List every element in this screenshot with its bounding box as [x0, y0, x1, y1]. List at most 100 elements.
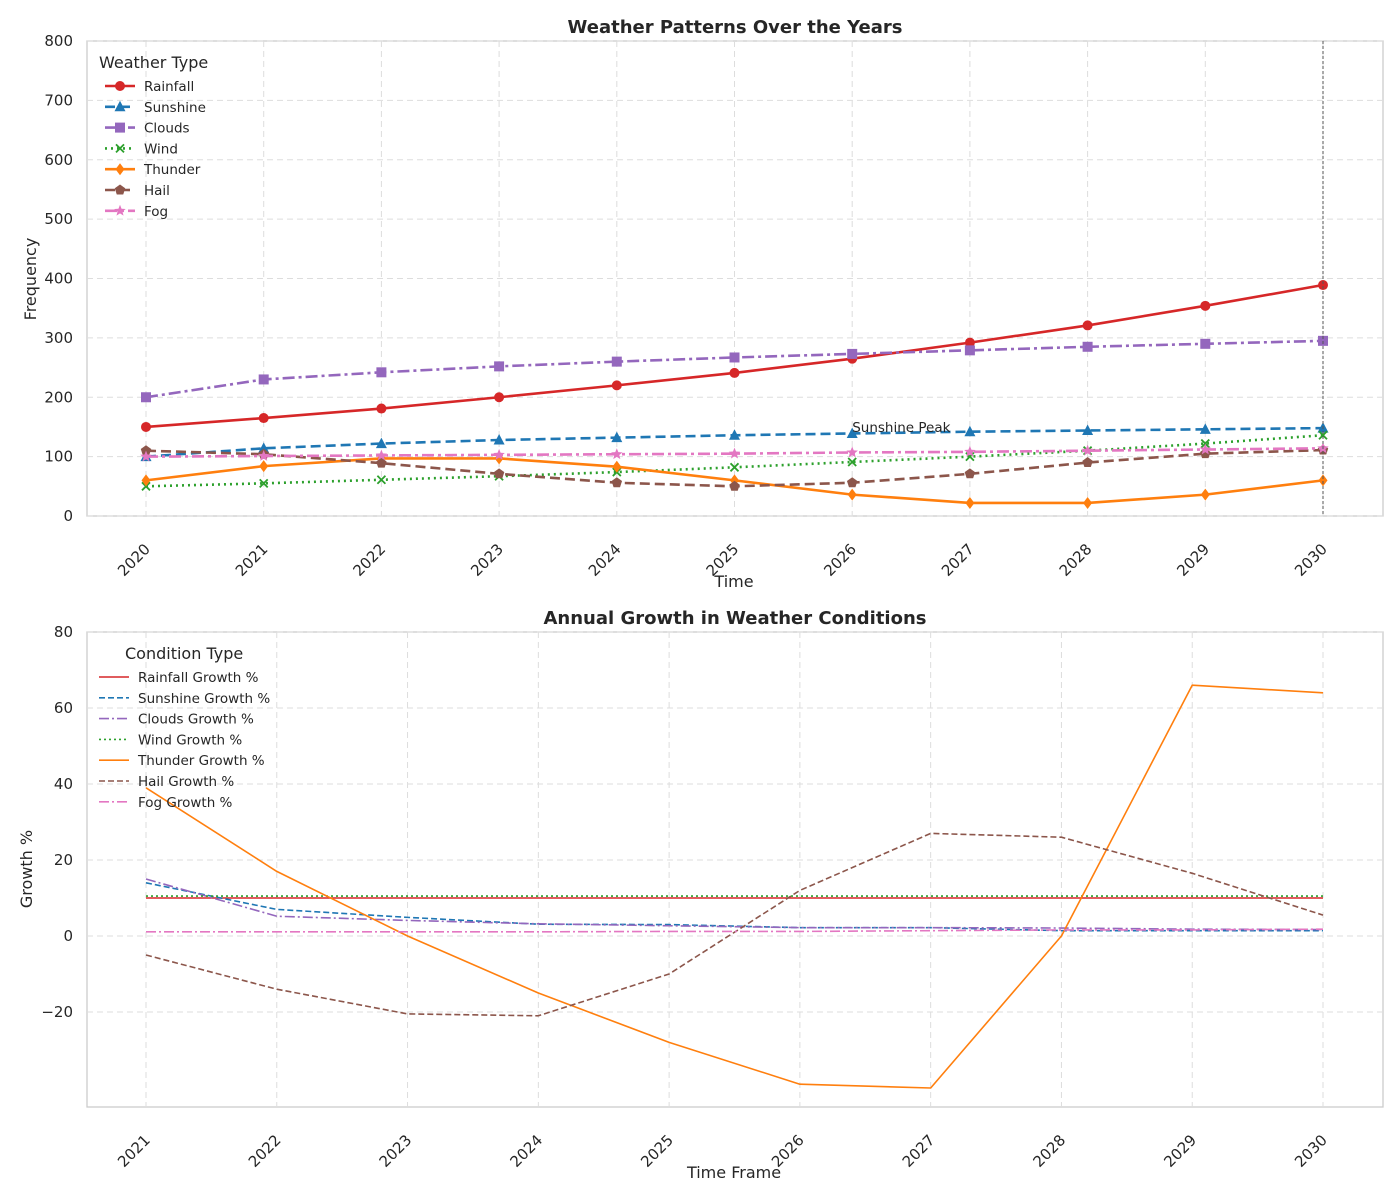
series-thunder-growth	[145, 684, 1324, 1089]
data-point	[729, 462, 740, 472]
series-line-thunder-growth	[145, 684, 1324, 1089]
data-point	[257, 450, 270, 461]
legend-label: Hail Growth %	[138, 774, 234, 790]
data-point	[493, 468, 505, 479]
legend-label: Wind Growth %	[138, 732, 242, 748]
y-tick-label: −20	[41, 1003, 73, 1021]
data-point	[964, 468, 976, 479]
data-point	[375, 437, 387, 449]
data-point	[847, 488, 857, 501]
data-point	[141, 392, 151, 403]
legend-label: Wind	[144, 141, 178, 157]
data-point	[1200, 488, 1210, 501]
legend-item-rainfall: Rainfall	[105, 79, 194, 95]
legend-item-clouds: Clouds	[105, 121, 190, 137]
x-tick-label: 2022	[349, 540, 389, 580]
data-point	[1083, 496, 1093, 509]
legend-label: Fog	[144, 204, 168, 220]
x-tick-label: 2028	[1030, 1131, 1070, 1171]
x-tick-label: 2026	[768, 1131, 808, 1171]
x-axis-label: Time	[713, 572, 753, 591]
y-tick-label: 0	[63, 927, 73, 945]
series-hail-growth	[145, 832, 1324, 1017]
data-point	[141, 474, 151, 487]
legend-marker	[115, 122, 125, 133]
data-point	[964, 337, 975, 348]
legend-label: Clouds Growth %	[138, 712, 254, 728]
data-point	[1200, 338, 1211, 349]
data-point	[612, 460, 622, 473]
data-point	[493, 448, 505, 460]
y-tick-label: 300	[44, 329, 73, 347]
x-tick-label: 2020	[114, 540, 154, 580]
series-line-hail-growth	[145, 832, 1324, 1017]
legend-title: Condition Type	[125, 644, 243, 663]
y-tick-label: 600	[44, 151, 73, 169]
series-clouds-growth	[145, 878, 1324, 931]
data-point	[611, 448, 623, 460]
data-point	[728, 447, 741, 459]
legend: Condition Type Rainfall Growth % Sunshine …	[99, 644, 270, 811]
data-point	[611, 477, 623, 488]
legend-item-sunshine: Sunshine	[105, 100, 206, 116]
series-fog-growth	[146, 928, 1324, 933]
series-clouds	[141, 335, 1328, 403]
grid	[86, 631, 1384, 1108]
x-tick-label: 2025	[637, 1131, 677, 1171]
data-point	[846, 446, 858, 458]
data-point	[611, 431, 623, 443]
data-point	[376, 367, 387, 378]
data-point	[729, 367, 740, 378]
series-line-sunshine-growth	[145, 882, 1323, 932]
x-tick-label: 2026	[820, 540, 860, 580]
data-point	[141, 421, 151, 432]
y-tick-label: 0	[63, 507, 73, 525]
y-tick-label: 200	[44, 388, 73, 406]
x-tick-label: 2023	[467, 540, 507, 580]
data-point	[965, 496, 975, 509]
data-point	[376, 457, 387, 468]
x-axis-label: Time Frame	[686, 1163, 781, 1182]
data-point	[494, 392, 505, 403]
data-point	[259, 478, 269, 488]
data-point	[1318, 280, 1328, 291]
data-point	[846, 427, 858, 438]
legend-label: Fog Growth %	[138, 795, 233, 811]
data-point	[611, 380, 622, 391]
series-group	[145, 684, 1324, 1089]
data-point	[140, 450, 152, 462]
tick-labels: 0 100 200 300 400 500 600 700 800 2020 2021 2022 202…	[44, 32, 1330, 580]
y-axis-label: Growth %	[17, 830, 36, 908]
data-point	[375, 449, 388, 461]
x-tick-label: 2021	[232, 540, 272, 580]
data-point	[258, 374, 269, 385]
y-tick-label: 500	[44, 210, 73, 228]
y-tick-label: 80	[54, 623, 73, 641]
data-point	[729, 352, 740, 363]
plot-frame	[86, 631, 1384, 1108]
data-point	[1082, 457, 1093, 468]
series-sunshine-growth	[145, 882, 1323, 932]
series-thunder	[141, 452, 1328, 509]
data-point	[258, 413, 269, 424]
data-point	[611, 356, 622, 367]
data-point	[1082, 424, 1094, 435]
legend-item-clouds-growth: Clouds Growth %	[99, 712, 254, 728]
data-point	[1199, 443, 1212, 455]
data-point	[140, 445, 152, 456]
data-point	[376, 403, 387, 414]
x-tick-label: 2024	[506, 1131, 546, 1171]
data-point	[729, 480, 740, 491]
legend-item-hail-growth: Hail Growth %	[99, 774, 234, 790]
data-point	[846, 477, 858, 488]
legend-marker	[115, 143, 125, 154]
data-point	[964, 425, 976, 437]
y-tick-label: 60	[54, 699, 73, 717]
x-tick-label: 2024	[585, 540, 625, 580]
x-tick-label: 2022	[245, 1131, 285, 1171]
legend-item-thunder: Thunder	[105, 162, 201, 178]
grid	[86, 40, 1384, 517]
data-point	[964, 445, 976, 457]
